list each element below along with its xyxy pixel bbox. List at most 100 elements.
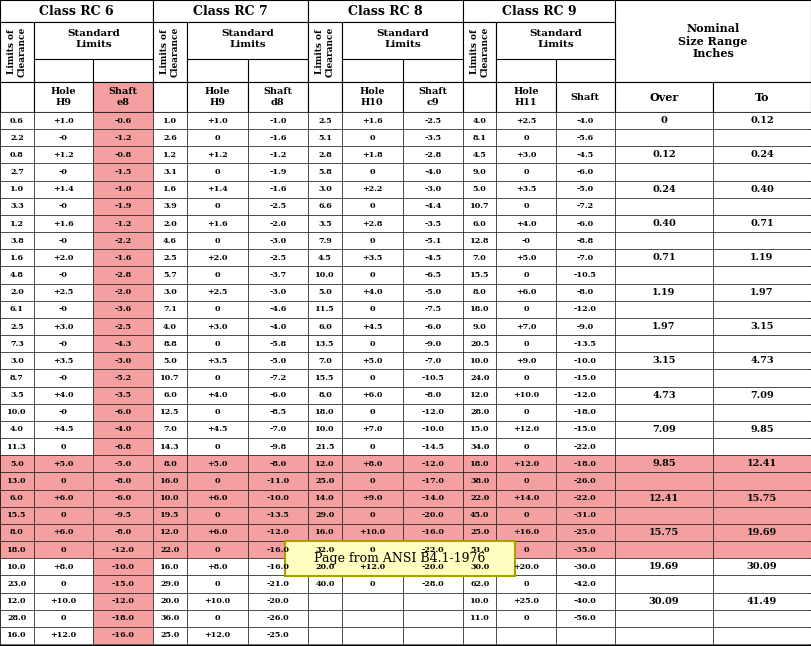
Text: 20.5: 20.5 <box>470 340 489 348</box>
Bar <box>463 455 496 472</box>
Bar <box>342 112 402 129</box>
Text: -42.0: -42.0 <box>574 580 597 588</box>
Text: 7.09: 7.09 <box>652 425 676 434</box>
Bar <box>402 352 463 370</box>
Bar <box>463 335 496 352</box>
Text: 15.5: 15.5 <box>470 271 490 279</box>
Text: 10.0: 10.0 <box>7 408 27 416</box>
Bar <box>342 266 402 284</box>
Text: -4.0: -4.0 <box>114 426 132 433</box>
Bar <box>463 232 496 249</box>
Bar <box>187 284 247 301</box>
Bar <box>713 215 811 232</box>
Text: +10.0: +10.0 <box>50 597 76 605</box>
Text: -0: -0 <box>59 271 68 279</box>
Text: 12.0: 12.0 <box>161 528 180 536</box>
Text: -6.0: -6.0 <box>577 168 594 176</box>
Bar <box>463 386 496 404</box>
Text: -6.8: -6.8 <box>114 443 131 451</box>
Bar <box>93 472 153 490</box>
Text: 12.41: 12.41 <box>747 459 777 468</box>
Bar <box>34 215 93 232</box>
Bar <box>247 386 308 404</box>
Bar <box>34 22 153 82</box>
Bar <box>496 129 556 147</box>
Bar <box>496 490 556 506</box>
Text: -5.2: -5.2 <box>114 374 131 382</box>
Bar <box>308 198 342 215</box>
Bar <box>713 524 811 541</box>
Text: Limits of
Clearance: Limits of Clearance <box>470 27 489 77</box>
Text: -20.0: -20.0 <box>422 511 444 519</box>
Bar <box>153 22 187 82</box>
Bar <box>463 592 496 610</box>
Bar <box>463 318 496 335</box>
Bar <box>153 129 187 147</box>
Text: -1.9: -1.9 <box>269 168 286 176</box>
Bar <box>187 112 247 129</box>
Text: 0: 0 <box>215 374 220 382</box>
Text: Over: Over <box>650 92 679 103</box>
Text: +1.2: +1.2 <box>54 151 74 159</box>
Text: 0: 0 <box>523 546 529 554</box>
Bar <box>342 627 402 644</box>
Bar <box>93 284 153 301</box>
Text: 8.1: 8.1 <box>473 134 487 141</box>
Text: -3.5: -3.5 <box>114 391 131 399</box>
Bar <box>308 0 463 22</box>
Bar <box>615 232 713 249</box>
Text: -3.0: -3.0 <box>424 185 441 193</box>
Text: +12.0: +12.0 <box>50 631 76 640</box>
Bar <box>496 558 556 576</box>
Bar <box>308 129 342 147</box>
Bar <box>342 610 402 627</box>
Text: 0: 0 <box>523 202 529 211</box>
Bar <box>0 524 34 541</box>
Bar <box>713 610 811 627</box>
Text: 1.97: 1.97 <box>652 322 676 331</box>
Text: -8.5: -8.5 <box>269 408 286 416</box>
Text: -10.0: -10.0 <box>266 494 290 502</box>
Bar <box>93 524 153 541</box>
Text: -2.0: -2.0 <box>269 220 286 227</box>
Text: 18.0: 18.0 <box>470 306 490 313</box>
Bar <box>556 592 615 610</box>
Bar <box>713 370 811 386</box>
Bar <box>34 129 93 147</box>
Bar <box>556 490 615 506</box>
Text: -1.6: -1.6 <box>269 185 286 193</box>
Bar <box>496 506 556 524</box>
Bar <box>463 249 496 266</box>
Bar <box>285 541 515 576</box>
Bar <box>402 198 463 215</box>
Bar <box>308 438 342 455</box>
Bar <box>342 558 402 576</box>
Bar <box>34 266 93 284</box>
Bar <box>713 301 811 318</box>
Bar <box>496 438 556 455</box>
Text: -4.5: -4.5 <box>577 151 594 159</box>
Text: Limits of
Clearance: Limits of Clearance <box>161 27 180 77</box>
Text: 1.97: 1.97 <box>750 287 774 297</box>
Text: -3.7: -3.7 <box>269 271 286 279</box>
Bar <box>402 82 463 112</box>
Text: 23.0: 23.0 <box>7 580 27 588</box>
Bar <box>153 524 187 541</box>
Text: 2.0: 2.0 <box>163 220 177 227</box>
Bar <box>496 198 556 215</box>
Bar <box>463 22 496 82</box>
Bar <box>308 284 342 301</box>
Bar <box>556 129 615 147</box>
Text: 0.12: 0.12 <box>652 151 676 160</box>
Text: Shaft
d8: Shaft d8 <box>264 87 292 107</box>
Text: 22.0: 22.0 <box>470 494 489 502</box>
Bar <box>34 112 93 129</box>
Text: -8.8: -8.8 <box>577 236 594 245</box>
Text: +12.0: +12.0 <box>359 563 385 571</box>
Text: 6.1: 6.1 <box>10 306 24 313</box>
Bar <box>153 266 187 284</box>
Bar <box>308 592 342 610</box>
Bar <box>247 506 308 524</box>
Text: 0.71: 0.71 <box>652 253 676 262</box>
Text: -1.0: -1.0 <box>114 185 132 193</box>
